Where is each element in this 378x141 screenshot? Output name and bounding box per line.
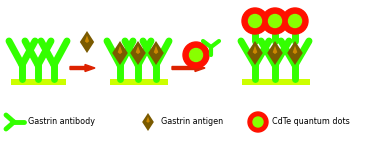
Circle shape — [248, 15, 262, 27]
Circle shape — [268, 15, 282, 27]
FancyArrow shape — [70, 64, 95, 71]
Circle shape — [183, 42, 209, 68]
Polygon shape — [253, 46, 257, 54]
Text: Gastrin antigen: Gastrin antigen — [161, 117, 223, 126]
Text: CdTe quantum dots: CdTe quantum dots — [272, 117, 350, 126]
Polygon shape — [293, 46, 297, 54]
Circle shape — [262, 8, 288, 34]
Polygon shape — [267, 41, 283, 65]
Polygon shape — [273, 46, 277, 54]
Polygon shape — [136, 46, 140, 54]
Polygon shape — [146, 117, 150, 123]
Polygon shape — [142, 113, 154, 131]
FancyArrow shape — [172, 64, 205, 71]
Circle shape — [253, 117, 263, 127]
Bar — [11, 79, 66, 85]
Bar — [110, 79, 168, 85]
Polygon shape — [118, 46, 122, 54]
Polygon shape — [148, 41, 164, 65]
Polygon shape — [154, 46, 158, 54]
Polygon shape — [80, 31, 94, 53]
Circle shape — [288, 15, 302, 27]
Polygon shape — [247, 41, 263, 65]
Polygon shape — [112, 41, 128, 65]
Circle shape — [282, 8, 308, 34]
Text: Gastrin antibody: Gastrin antibody — [28, 117, 95, 126]
Polygon shape — [287, 41, 303, 65]
Polygon shape — [85, 35, 89, 43]
Circle shape — [242, 8, 268, 34]
Circle shape — [248, 112, 268, 132]
Polygon shape — [130, 41, 146, 65]
Bar — [242, 79, 310, 85]
Circle shape — [189, 49, 203, 61]
